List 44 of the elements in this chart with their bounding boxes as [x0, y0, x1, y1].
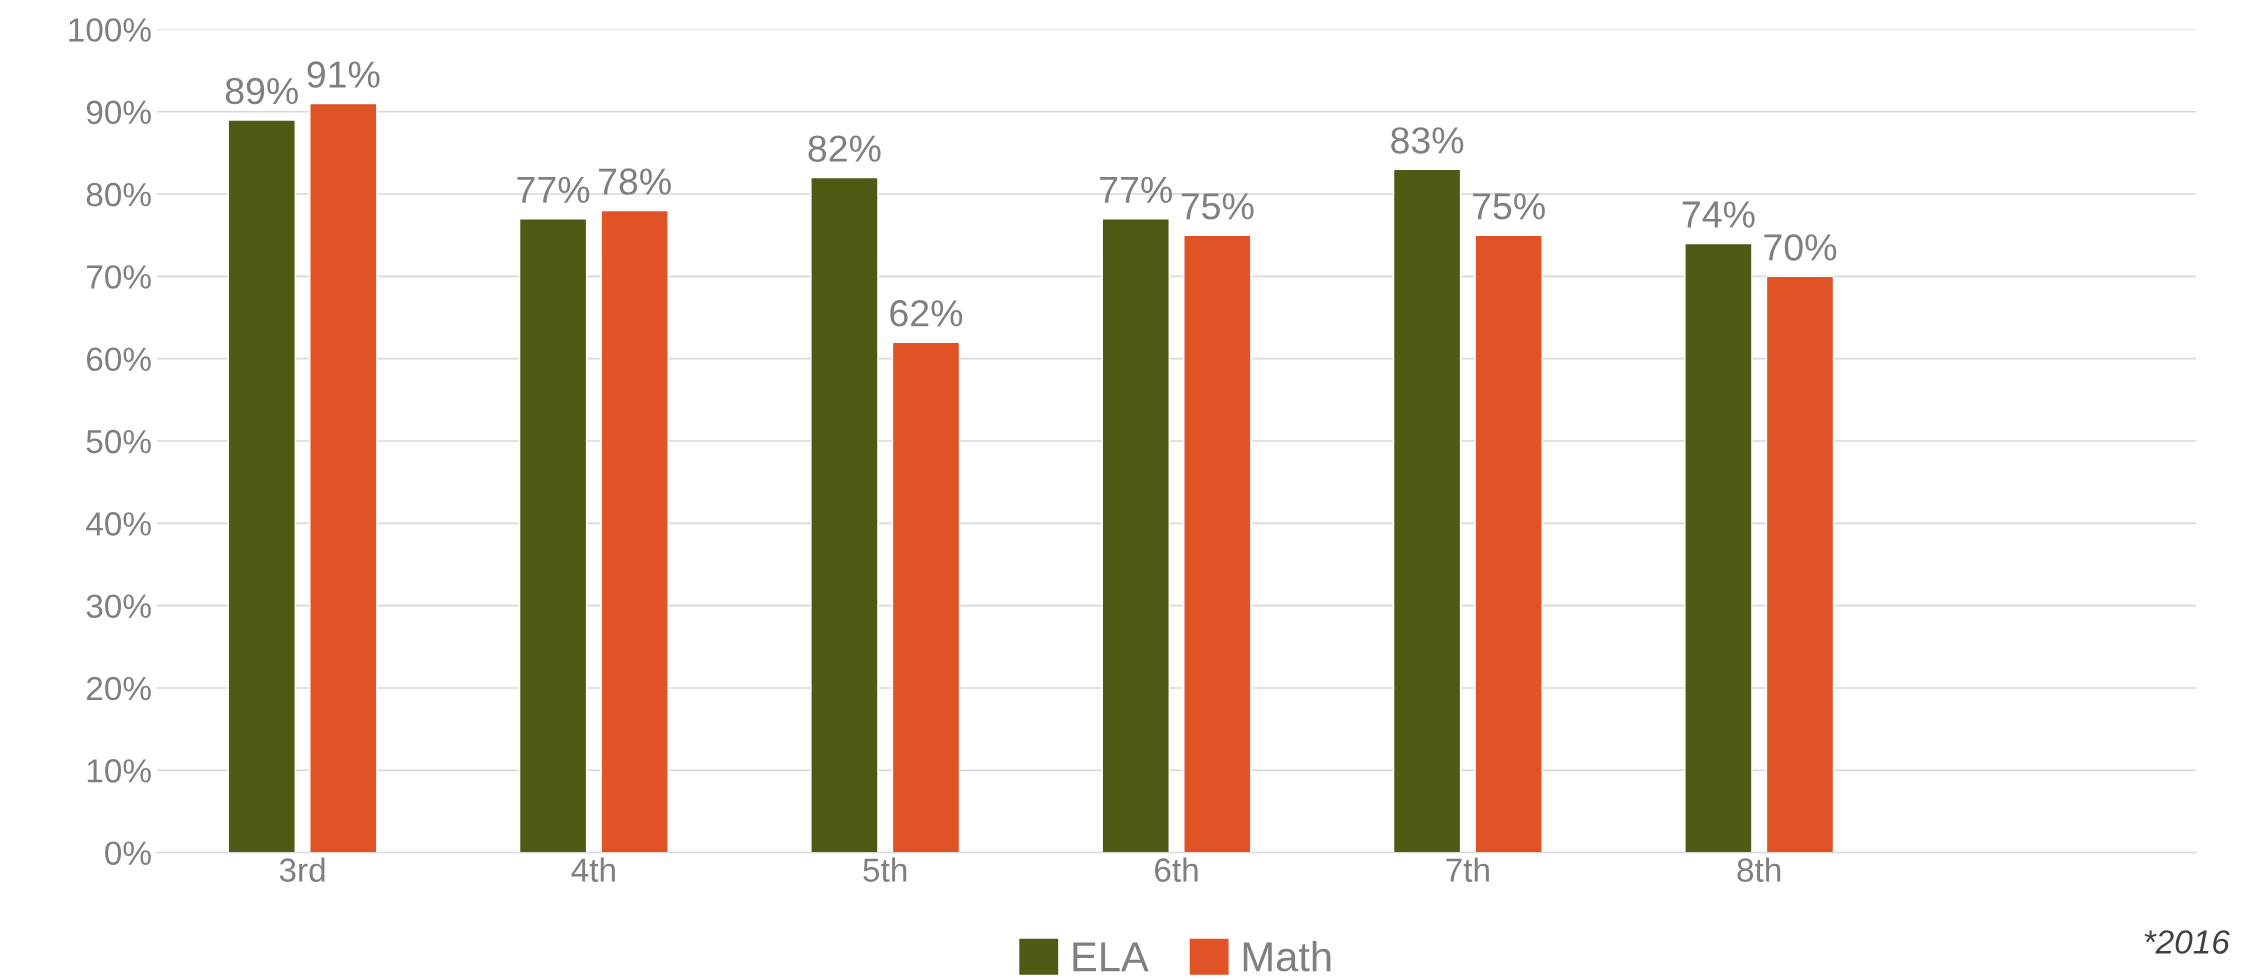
x-tick-label: 5th [863, 857, 907, 882]
bar [309, 102, 378, 853]
data-label: 70% [1764, 234, 1837, 261]
legend-label: ELA [1073, 942, 1149, 972]
data-label: 62% [890, 300, 963, 327]
y-tick-label: 50% [86, 429, 151, 454]
y-tick-label: 90% [86, 100, 151, 125]
data-label: 77% [517, 176, 590, 203]
data-label: 83% [1391, 127, 1464, 154]
data-label: 74% [1682, 201, 1755, 228]
bar [1392, 168, 1462, 853]
data-label: 89% [225, 77, 298, 105]
y-tick-label: 10% [87, 759, 151, 783]
bar [227, 119, 296, 853]
bar [1684, 242, 1753, 853]
legend-label: Math [1243, 940, 1331, 972]
y-tick-label: 20% [86, 676, 151, 701]
bar [891, 341, 961, 853]
x-tick-label: 7th [1446, 857, 1489, 882]
data-label: 77% [1100, 176, 1172, 203]
bar [1101, 218, 1170, 853]
bar [1183, 234, 1252, 853]
y-tick-label: 100% [69, 18, 151, 42]
x-tick-label: 6th [1155, 857, 1198, 882]
y-tick-label: 70% [87, 265, 151, 289]
data-label: 75% [1181, 193, 1254, 220]
data-label: 91% [307, 61, 380, 88]
x-tick-label: 8th [1737, 857, 1781, 882]
y-tick-label: 40% [86, 512, 151, 536]
bar [600, 209, 669, 853]
data-label: 82% [808, 135, 881, 162]
bar [810, 176, 879, 853]
bar [1474, 234, 1543, 853]
text: *2016 [2144, 930, 2230, 954]
y-tick-label: 80% [86, 182, 151, 207]
bar [518, 218, 588, 853]
bar [1765, 275, 1835, 853]
y-tick-label: 0% [105, 841, 151, 866]
data-label: 78% [599, 168, 671, 195]
y-tick-label: 60% [86, 347, 151, 372]
y-tick-label: 30% [86, 594, 151, 619]
x-tick-label: 4th [571, 857, 615, 882]
data-label: 75% [1473, 193, 1545, 220]
x-tick-label: 3rd [279, 857, 325, 882]
